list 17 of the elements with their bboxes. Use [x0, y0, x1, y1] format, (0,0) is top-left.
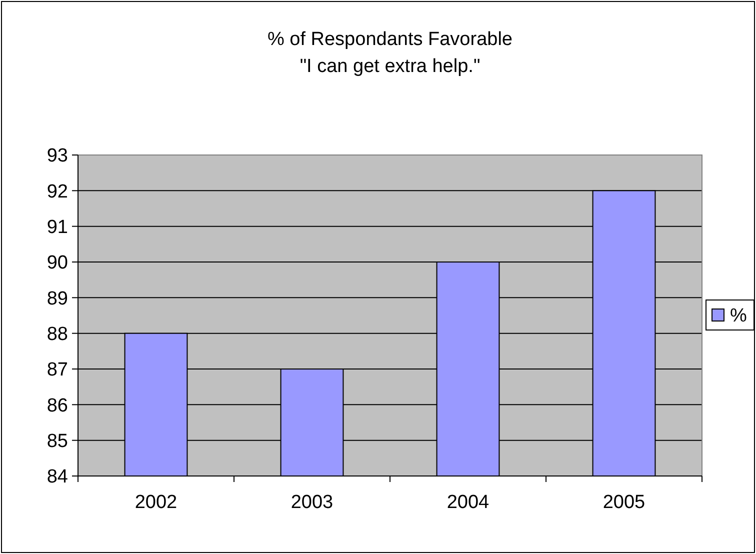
y-tick-label: 86 [46, 395, 68, 416]
y-tick-label: 87 [46, 360, 68, 381]
y-tick-label: 84 [46, 466, 68, 488]
y-tick-label: 91 [46, 216, 68, 238]
y-tick-label: 88 [46, 324, 68, 345]
y-tick-label: 85 [46, 430, 68, 452]
y-tick-label: 90 [46, 252, 68, 274]
x-tick-label: 2005 [602, 492, 646, 513]
x-tick-label: 2003 [290, 492, 334, 513]
x-tick-label: 2002 [134, 492, 178, 513]
chart-subtitle: "I can get extra help." [300, 56, 480, 77]
y-tick-label: 92 [46, 181, 68, 202]
chart-title: % of Respondants Favorable [267, 29, 513, 50]
legend-label: % [730, 306, 747, 327]
x-tick-label: 2004 [446, 492, 490, 513]
y-tick-label: 89 [46, 288, 68, 310]
y-tick-label: 93 [46, 146, 68, 167]
